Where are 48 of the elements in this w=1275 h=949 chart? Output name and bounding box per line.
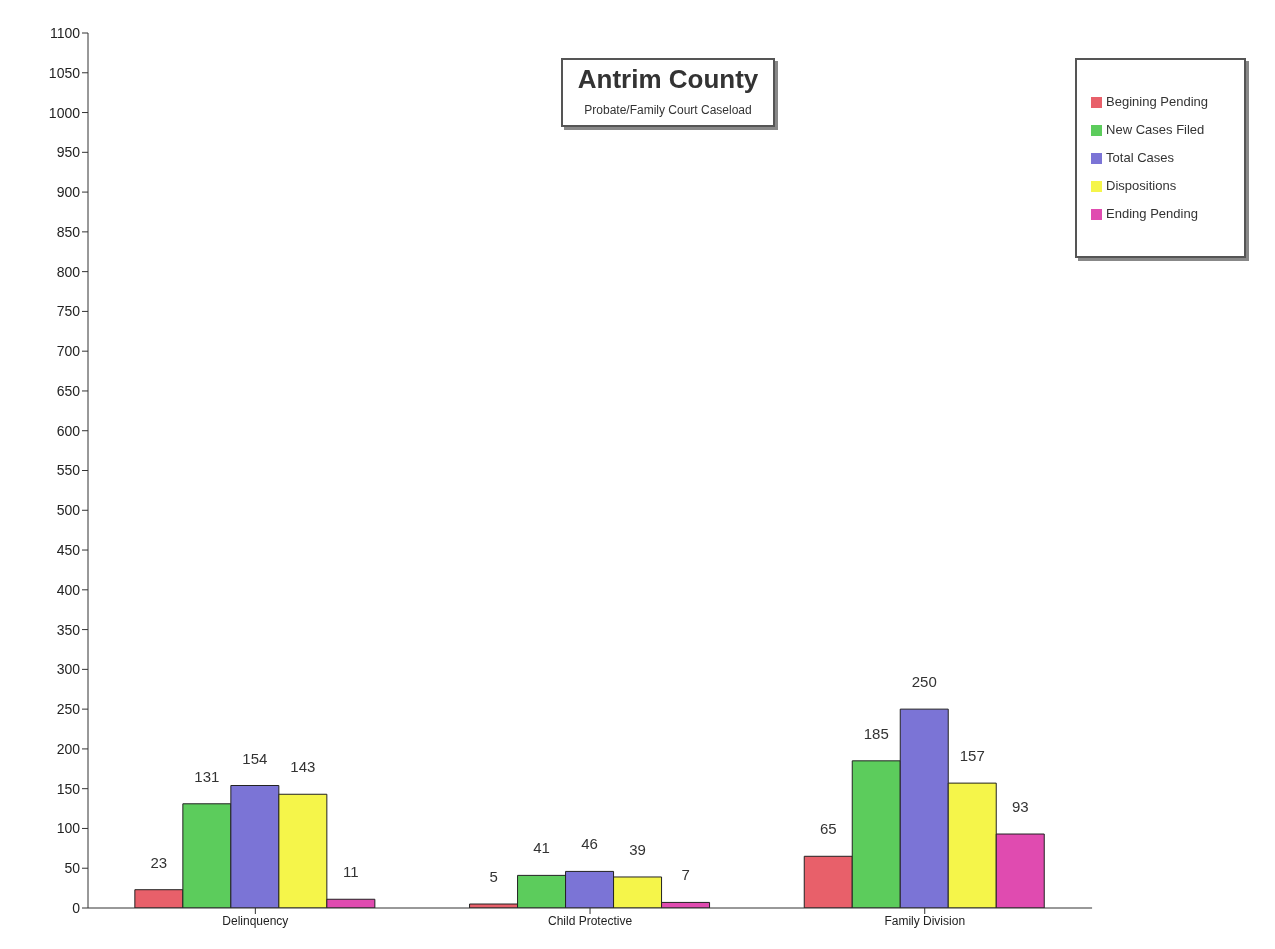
- y-tick-label: 0: [72, 899, 81, 916]
- y-tick-label: 100: [56, 820, 81, 837]
- y-tick-label: 200: [56, 740, 81, 757]
- y-tick-label: 400: [56, 581, 81, 598]
- data-label: 93: [1011, 798, 1029, 816]
- data-label: 65: [819, 820, 837, 838]
- legend-label: Dispositions: [1106, 178, 1177, 193]
- data-label: 143: [290, 758, 316, 776]
- y-tick-label: 450: [56, 542, 81, 559]
- y-tick-label: 1050: [48, 64, 81, 81]
- data-label: 157: [959, 747, 985, 765]
- y-tick-label: 550: [56, 462, 81, 479]
- y-tick-label: 350: [56, 621, 81, 638]
- data-label: 7: [681, 866, 690, 884]
- y-tick-label: 600: [56, 422, 81, 439]
- x-tick-label: Child Protective: [548, 913, 633, 928]
- y-tick-label: 800: [56, 263, 81, 280]
- text: Probate/Family Court Caseload: [583, 103, 753, 117]
- y-tick-label: 850: [56, 223, 81, 240]
- y-tick-label: 900: [56, 184, 81, 201]
- text: Antrim County: [576, 64, 760, 95]
- data-label: 185: [863, 724, 889, 742]
- data-label: 250: [911, 673, 937, 691]
- x-tick-label: Delinquency: [222, 913, 289, 928]
- data-label: 154: [242, 749, 268, 767]
- y-tick-label: 950: [56, 144, 81, 161]
- data-label: 131: [194, 767, 220, 785]
- legend-label: Ending Pending: [1106, 206, 1198, 221]
- data-label: 46: [581, 835, 598, 853]
- y-tick-label: 650: [56, 382, 81, 399]
- data-label: 5: [489, 868, 498, 886]
- data-label: 11: [343, 863, 359, 881]
- y-tick-label: 50: [64, 860, 81, 877]
- legend-label: New Cases Filed: [1106, 122, 1205, 137]
- y-tick-label: 700: [56, 343, 81, 360]
- y-tick-label: 750: [56, 303, 81, 320]
- data-label: 41: [533, 839, 550, 857]
- y-tick-label: 500: [56, 502, 81, 519]
- y-tick-label: 300: [56, 661, 81, 678]
- legend-label: Total Cases: [1106, 150, 1174, 165]
- x-tick-label: Family Division: [884, 913, 966, 928]
- legend-label: Begining Pending: [1106, 94, 1208, 109]
- data-label: 39: [629, 840, 646, 858]
- y-tick-label: 1000: [48, 104, 81, 121]
- y-tick-label: 150: [56, 780, 81, 797]
- data-label: 23: [150, 853, 168, 871]
- y-tick-label: 1100: [49, 24, 81, 41]
- y-tick-label: 250: [56, 701, 81, 718]
